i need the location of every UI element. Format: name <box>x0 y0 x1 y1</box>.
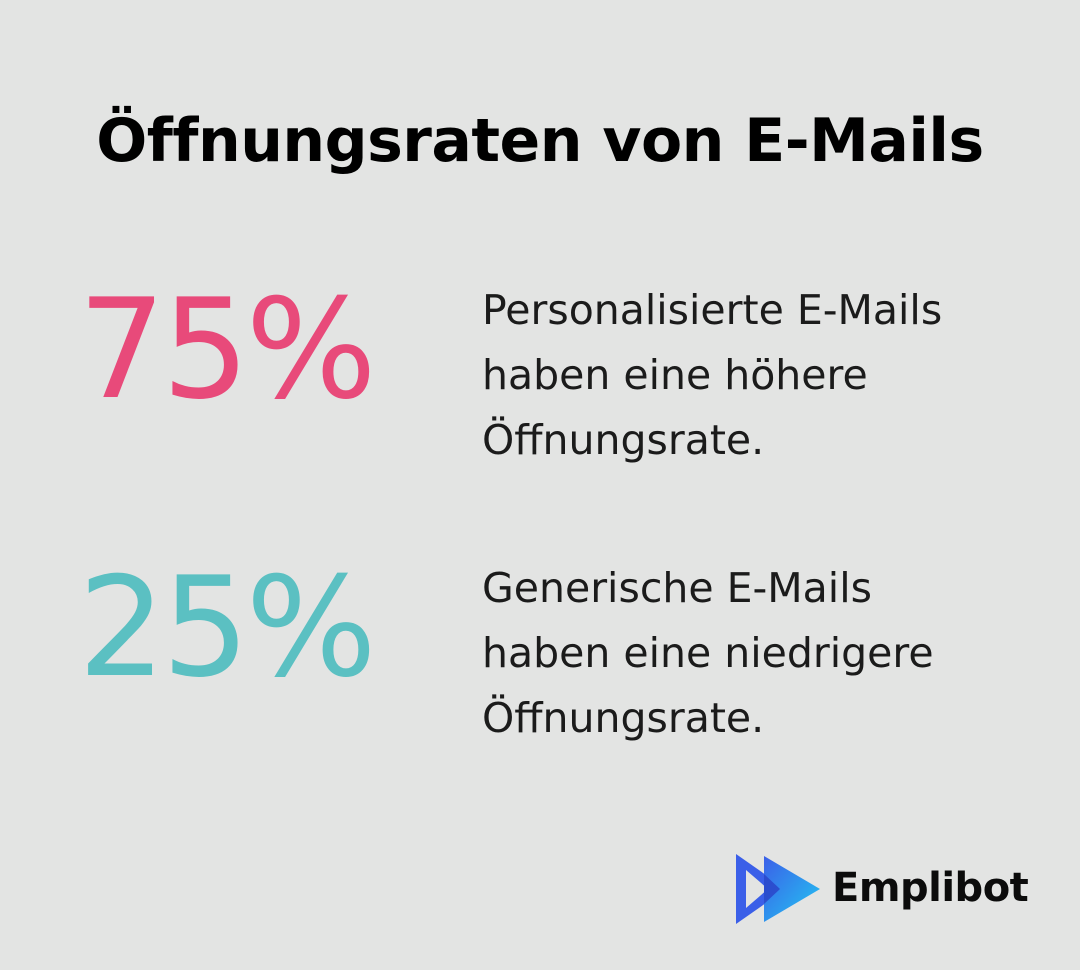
stat-description-line: Öffnungsrate. <box>482 416 765 464</box>
stat-description-line: Öffnungsrate. <box>482 694 765 742</box>
brand-logo: Emplibot <box>734 852 1044 928</box>
stat-description-line: Generische E-Mails <box>482 564 872 612</box>
page-title: Öffnungsraten von E-Mails <box>96 106 984 176</box>
stat-description: Generische E-Mails haben eine niedrigere… <box>482 556 1042 751</box>
stat-row-personalized: 75% Personalisierte E-Mails haben eine h… <box>0 270 1080 470</box>
stat-row-generic: 25% Generische E-Mails haben eine niedri… <box>0 548 1080 748</box>
logo-front-triangle <box>764 856 820 922</box>
stat-description: Personalisierte E-Mails haben eine höher… <box>482 278 1042 473</box>
stat-description-line: haben eine höhere <box>482 351 868 399</box>
stat-value: 75% <box>78 269 377 430</box>
logo-front-notch <box>764 874 780 904</box>
stat-value: 25% <box>78 547 377 708</box>
play-arrow-logo-icon <box>736 854 820 924</box>
stat-description-line: Personalisierte E-Mails <box>482 286 943 334</box>
brand-name: Emplibot <box>832 865 1029 911</box>
logo-inner-triangle <box>746 870 768 908</box>
stat-description-line: haben eine niedrigere <box>482 629 934 677</box>
